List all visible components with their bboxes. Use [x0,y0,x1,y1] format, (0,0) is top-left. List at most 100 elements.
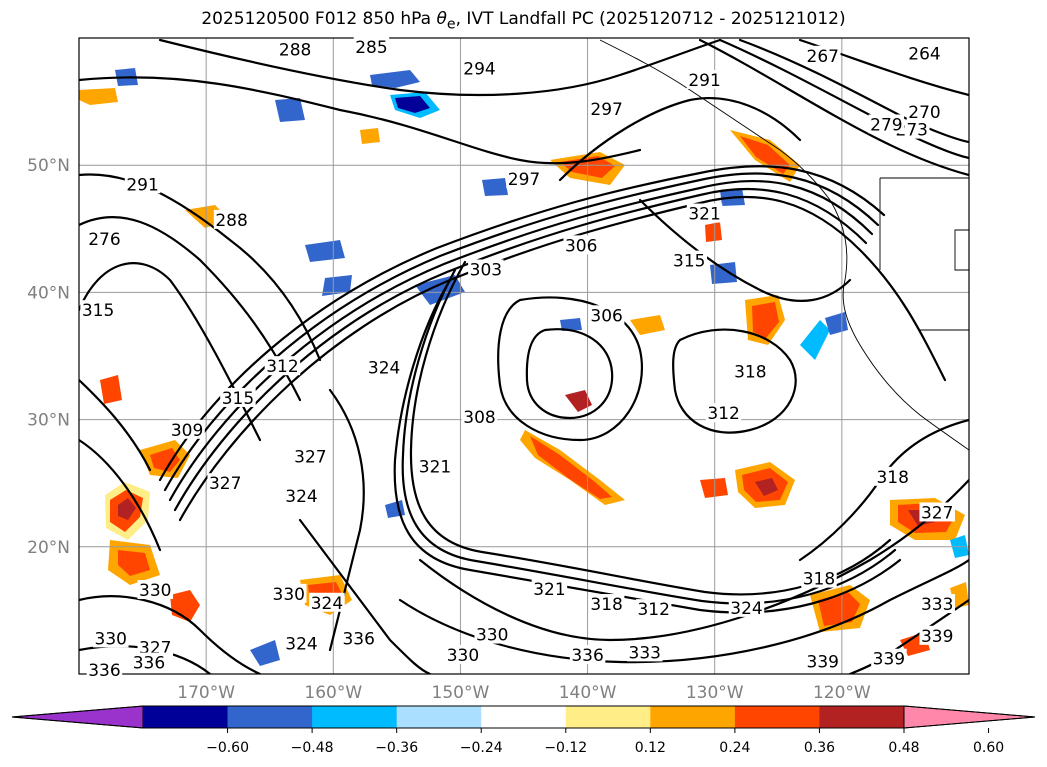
contour-label-bg [728,597,765,617]
colorbar-segment [227,706,313,728]
coastlines [599,39,969,451]
contour-line [698,38,969,177]
x-tick-label: 140°W [559,683,617,703]
contour-label-bg [220,387,256,407]
contour-label-bg [919,594,955,614]
contour-line [409,260,892,596]
contour-label: 318 [803,570,835,590]
contour-line [672,328,797,434]
contour-label-bg [309,592,345,612]
contour-label: 321 [533,580,565,600]
contour-label: 312 [266,357,298,377]
contour-line [158,165,886,482]
contour-label: 330 [476,626,508,646]
contour-label: 264 [908,44,940,64]
contour-line [418,478,969,642]
anomaly-patch [700,478,728,498]
contour-label: 339 [873,650,905,670]
contour-label-bg [86,228,123,248]
contour-label-bg [283,633,320,653]
contour-line [525,328,614,420]
contour-label: 270 [908,103,940,123]
contour-label-bg [169,419,205,439]
x-tick-label: 130°W [686,683,744,703]
contour-line [79,595,262,674]
y-tick-label: 40°N [27,283,70,303]
colorbar-tick-label: −0.12 [544,740,587,756]
anomaly-patch [818,592,860,626]
contour-line [79,378,152,472]
contour-label: 303 [470,261,502,281]
anomaly-patch [560,318,582,331]
state-border [954,229,969,271]
contour-label: 321 [688,205,720,225]
contour-label: 336 [571,646,603,666]
colorbar-segment [396,706,482,728]
colorbar-segment [312,706,398,728]
contour-label-bg [801,568,837,588]
colorbar-segment [819,706,905,728]
contour-line [79,216,302,402]
contour-label: 339 [807,652,839,672]
anomaly-patch [630,315,665,335]
contour-line [393,278,902,614]
colorbar-tick-label: 0.12 [635,740,666,756]
contour-label-bg [906,101,943,121]
anomaly-patch [275,98,305,122]
contour-label: 330 [273,585,305,605]
colorbar-tick-label: 0.24 [719,740,750,756]
contour-label: 321 [419,458,451,478]
anomaly-patch [482,178,508,196]
contour-label-bg [474,624,510,644]
contour-label: 315 [82,301,114,321]
contour-line [738,38,969,144]
contour-label: 288 [215,211,247,231]
contour-label-bg [137,580,174,600]
anomaly-patch [118,498,136,520]
colorbar-tick-label: 0.60 [973,740,1004,756]
contour-label-bg [563,235,599,255]
contour-label-bg [80,300,116,320]
anomaly-patch [530,436,612,499]
anomaly-patch [360,128,380,144]
contour-label-bg [277,39,313,59]
y-tick-label: 20°N [27,538,70,558]
contour-label: 336 [88,661,120,681]
y-tick-label: 50°N [27,156,70,176]
contour-label: 333 [921,595,953,615]
anomaly-patch [705,222,722,242]
contour-label-bg [705,403,742,423]
colorbar-segment [143,706,229,728]
map-area [79,38,969,674]
contour-label: 330 [447,646,479,666]
map-background [79,38,969,674]
contour-label-bg [461,58,498,78]
x-tick-label: 170°W [177,683,235,703]
contour-label-bg [283,485,320,505]
contour-label: 318 [876,468,908,488]
colorbar-segment [734,706,820,728]
contour-label-bg [635,599,672,619]
contour-label-bg [588,594,625,614]
contour-label-bg [686,69,723,89]
contour-label-bg [340,628,377,648]
contour-label-bg [805,45,841,65]
contour-label: 327 [209,474,241,494]
contour-line [79,438,162,552]
contour-label: 330 [139,581,171,601]
anomaly-patch [395,96,430,113]
contour-label: 288 [279,40,311,60]
contour-label-bg [124,174,161,194]
contour-label-bg [271,583,307,603]
contour-label-bg [461,407,498,427]
contour-label-bg [732,361,769,381]
contour-label-bg [805,651,841,671]
contour-label-bg [264,356,301,376]
contour-line [178,195,947,522]
contour-label: 312 [707,404,739,424]
contour-label-bg [207,473,243,493]
contour-label-bg [906,43,943,63]
contour-label: 324 [285,634,317,654]
contour-label-bg [213,209,250,229]
